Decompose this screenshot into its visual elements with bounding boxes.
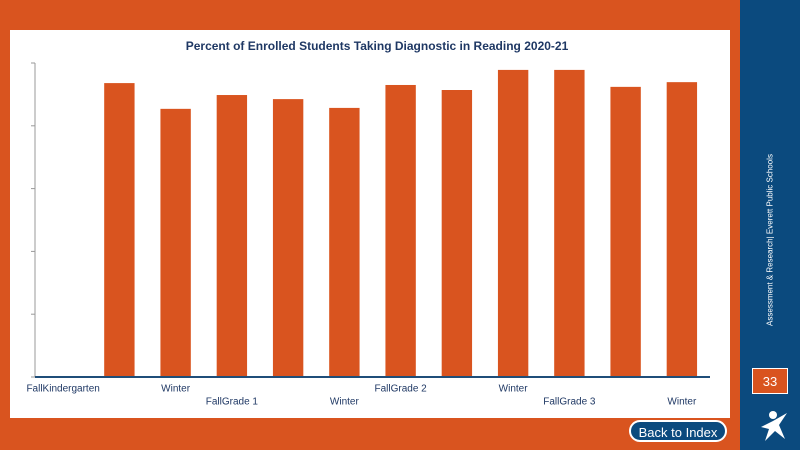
- logo: [761, 411, 787, 441]
- page-number: 33: [752, 368, 788, 394]
- bar: [160, 108, 191, 378]
- bar: [385, 84, 416, 378]
- x-tick-label: FallGrade 1: [206, 397, 259, 408]
- bar: [329, 107, 360, 377]
- back-button[interactable]: Back to Index: [629, 420, 727, 442]
- bar: [666, 82, 698, 378]
- sidebar-text: Assessment & Research| Everett Public Sc…: [765, 154, 775, 326]
- bar: [610, 86, 641, 377]
- x-tick-label: Winter: [161, 384, 191, 395]
- bar: [216, 95, 248, 377]
- bar: [104, 83, 135, 377]
- chart-title: Percent of Enrolled Students Taking Diag…: [186, 39, 569, 53]
- x-tick-label: Winter: [667, 397, 697, 408]
- x-tick-label: Winter: [499, 384, 529, 395]
- x-tick-label: Winter: [330, 397, 360, 408]
- bar: [497, 69, 529, 377]
- chart: Percent of Enrolled Students Taking Diag…: [10, 30, 730, 418]
- x-tick-label: FallKindergarten: [26, 384, 99, 395]
- x-tick-label: FallGrade 3: [543, 397, 596, 408]
- bar: [272, 99, 304, 378]
- bar: [554, 69, 585, 377]
- x-tick-label: FallGrade 2: [375, 384, 428, 395]
- bar: [441, 90, 473, 377]
